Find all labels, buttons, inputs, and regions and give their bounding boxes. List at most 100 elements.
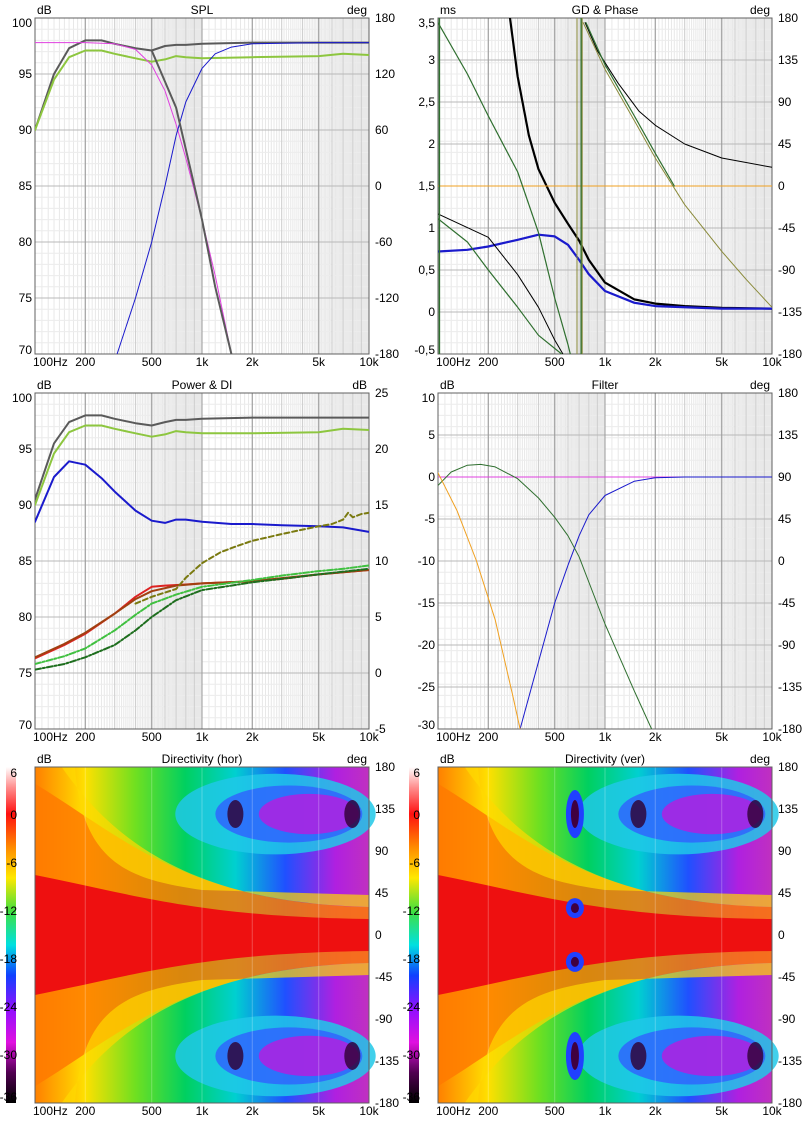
x-tick-label: 2k <box>246 355 260 369</box>
x-tick-label: 1k <box>599 355 613 369</box>
y2-tick-label: -90 <box>778 263 796 277</box>
y2-tick-label: -180 <box>778 722 802 736</box>
heatmap-null <box>570 800 579 829</box>
x-tick-label: 1k <box>196 730 210 744</box>
y2-tick-label: 25 <box>375 386 389 400</box>
y-tick-label: -25 <box>418 680 436 694</box>
y2-tick-label: 5 <box>375 610 382 624</box>
series-on_axis <box>35 414 369 501</box>
y2-tick-label: 135 <box>778 428 798 442</box>
y2-tick-label: 180 <box>778 760 798 774</box>
colorbar-tick-label: -18 <box>0 952 17 966</box>
x-tick-label: 10k <box>359 355 379 369</box>
series-group <box>35 39 369 354</box>
panel-spl: SPL dB deg 70 75 80 85 90 95 100 -180 -120 -60 0 60 120… <box>12 3 399 369</box>
heatmap-yellow-lower <box>464 963 772 1103</box>
series-gd_woofer <box>438 233 772 310</box>
series-listening <box>35 424 369 506</box>
x-tick-label: 100Hz <box>436 1104 471 1118</box>
colorbar-tick-label: 0 <box>10 808 17 822</box>
x-tick-label: 10k <box>762 730 782 744</box>
series-lowpass <box>438 463 653 729</box>
y2-tick-label: -135 <box>778 680 802 694</box>
y2-tick-label: -45 <box>778 970 796 984</box>
y-tick-label: 100 <box>12 391 32 405</box>
x-tick-label: 500 <box>545 730 565 744</box>
y-tick-label: 5 <box>428 428 435 442</box>
x-tick-label: 5k <box>715 355 729 369</box>
y2-tick-label: 180 <box>375 11 395 25</box>
colorbar-tick-label: 6 <box>10 766 17 780</box>
colorbar-tick-label: -12 <box>0 904 17 918</box>
y-tick-label: 100 <box>12 16 32 30</box>
x-tick-label: 200 <box>478 355 498 369</box>
left-unit-label: dB <box>37 3 52 17</box>
y2-tick-label: -135 <box>778 1054 802 1068</box>
y-tick-label: -0,5 <box>414 343 435 357</box>
y-tick-label: 70 <box>19 718 33 732</box>
y-tick-label: -30 <box>418 718 436 732</box>
colorbar <box>409 767 419 1103</box>
y2-tick-label: -90 <box>778 1012 796 1026</box>
series-di_green <box>35 564 369 665</box>
y2-tick-label: 120 <box>375 67 395 81</box>
y-tick-label: 0,5 <box>418 263 435 277</box>
heatmap-null <box>630 800 647 829</box>
y2-tick-label: 20 <box>375 442 389 456</box>
y2-tick-label: 15 <box>375 498 389 512</box>
right-unit-label: deg <box>347 752 367 766</box>
y2-tick-label: 0 <box>375 928 382 942</box>
x-tick-label: 2k <box>649 1104 663 1118</box>
series-phase_c <box>438 218 563 354</box>
x-tick-label: 10k <box>359 730 379 744</box>
heatmap-null <box>570 1041 579 1070</box>
x-tick-label: 2k <box>649 730 663 744</box>
y2-tick-label: 90 <box>778 844 792 858</box>
series-group <box>438 18 772 354</box>
heatmap-null <box>747 1041 764 1070</box>
y-tick-label: 95 <box>19 442 33 456</box>
heatmap-null <box>344 800 361 829</box>
heatmap-magenta-lobe <box>661 793 762 835</box>
x-tick-label: 1k <box>196 355 210 369</box>
series-gd_sum <box>508 18 772 310</box>
x-tick-label: 5k <box>312 355 326 369</box>
heatmap-red-band <box>35 875 369 995</box>
x-tick-label: 500 <box>545 355 565 369</box>
y-tick-label: 95 <box>19 67 33 81</box>
y2-tick-label: 135 <box>778 802 798 816</box>
y2-tick-label: 60 <box>375 123 389 137</box>
colorbar-tick-label: 0 <box>413 808 420 822</box>
y2-tick-label: -5 <box>375 722 386 736</box>
colorbar <box>6 767 16 1103</box>
y2-tick-label: 45 <box>375 886 389 900</box>
x-tick-label: 1k <box>599 1104 613 1118</box>
x-tick-label: 10k <box>359 1104 379 1118</box>
y2-tick-label: 10 <box>375 554 389 568</box>
x-tick-label: 100Hz <box>436 730 471 744</box>
y-tick-label: 85 <box>19 179 33 193</box>
series-group <box>438 463 772 729</box>
heatmap-magenta-lobe <box>258 793 359 835</box>
colorbar-tick-label: -6 <box>6 856 17 870</box>
colorbar-tick-label: -30 <box>0 1048 17 1062</box>
left-unit-label: dB <box>440 378 455 392</box>
y2-tick-label: 180 <box>375 760 395 774</box>
y-tick-label: 80 <box>19 610 33 624</box>
series-phase_d <box>582 22 772 308</box>
heatmap <box>34 767 376 1103</box>
heatmap-yellow-lower <box>61 963 369 1103</box>
y2-tick-label: -180 <box>778 1096 802 1110</box>
y2-tick-label: 135 <box>778 53 798 67</box>
right-unit-label: deg <box>750 3 770 17</box>
left-unit-label: dB <box>440 752 455 766</box>
plot-frame <box>437 766 773 1104</box>
x-tick-label: 500 <box>142 730 162 744</box>
heatmap-null <box>630 1041 647 1070</box>
y2-tick-label: -45 <box>375 970 393 984</box>
colorbar-tick-label: -12 <box>403 904 421 918</box>
colorbar-tick-label: -30 <box>403 1048 421 1062</box>
y-tick-label: 75 <box>19 291 33 305</box>
colorbar-tick-label: 6 <box>413 766 420 780</box>
